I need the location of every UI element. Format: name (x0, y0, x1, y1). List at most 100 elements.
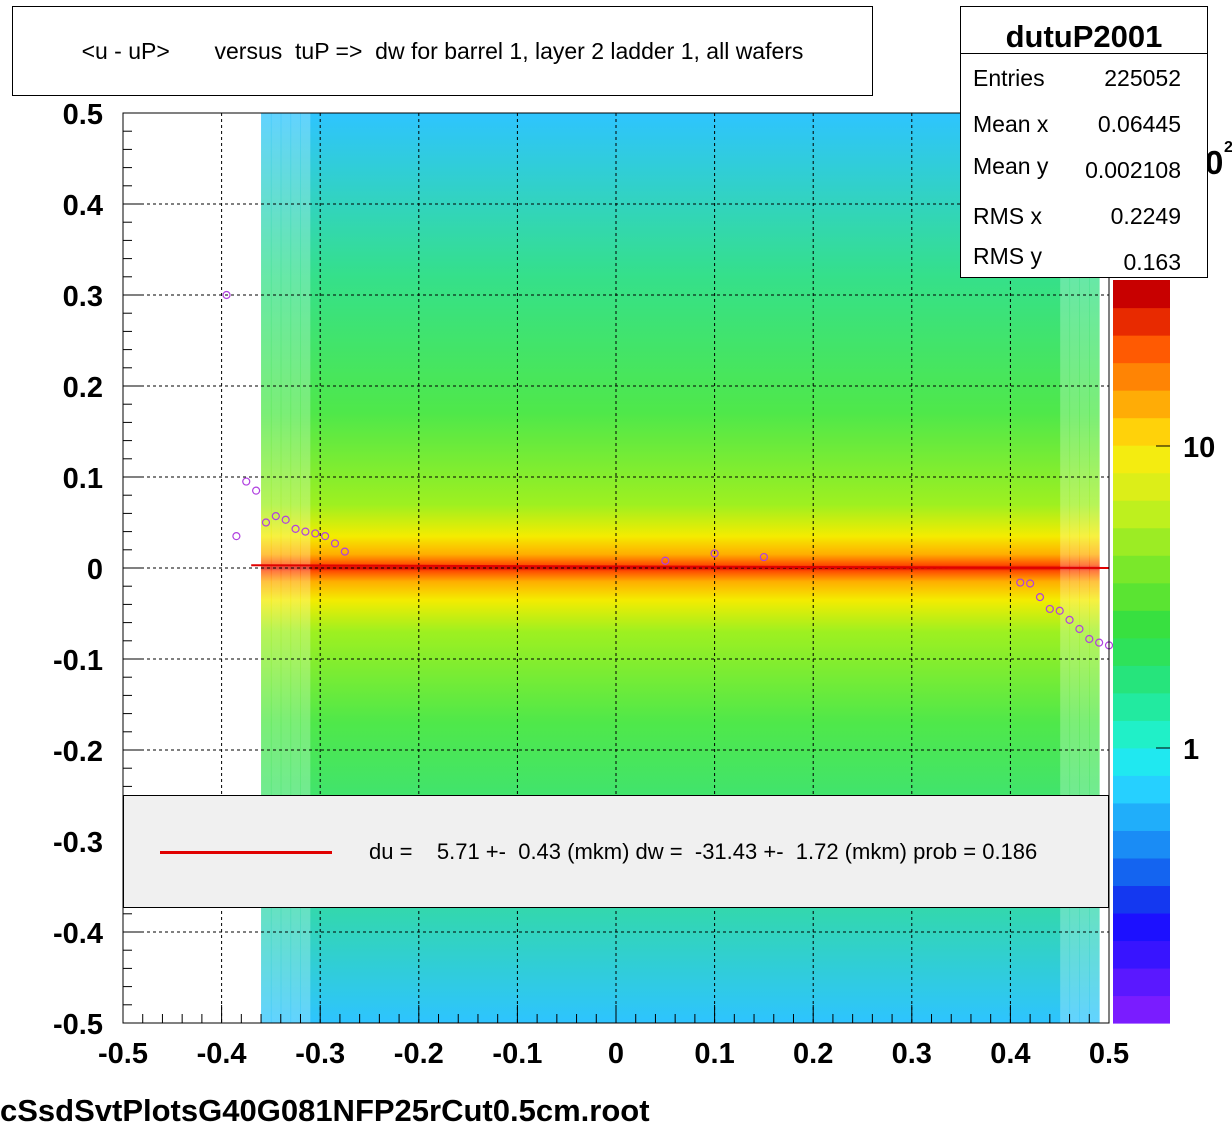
palette-swatch (1113, 692, 1170, 721)
profile-point (232, 532, 241, 541)
profile-point (340, 547, 349, 556)
palette-swatch (1113, 527, 1170, 556)
palette-top-exponent: 2 (1224, 139, 1232, 156)
y-tick-label: -0.3 (53, 827, 103, 859)
stats-value: 0.002108 (1085, 157, 1181, 183)
heatmap-column (625, 113, 637, 1023)
stats-label: RMS y (973, 243, 1042, 269)
stats-row-rms-x: RMS x 0.2249 (973, 203, 1181, 233)
palette-swatch (1113, 912, 1170, 942)
palette-labels: 1 10 0 2 (1156, 139, 1232, 766)
stats-box: dutuP2001 Entries 225052 Mean x 0.06445 … (960, 6, 1208, 278)
x-tick-label: 0.2 (793, 1038, 833, 1070)
palette-swatch (1113, 802, 1170, 831)
heatmap-column (685, 113, 696, 1023)
stats-value: 225052 (1104, 65, 1181, 91)
stats-value: 0.2249 (1110, 203, 1181, 229)
heatmap-column (458, 113, 469, 1023)
stats-value: 0.06445 (1097, 111, 1181, 137)
color-palette (1113, 280, 1170, 1024)
heatmap-column (290, 113, 301, 1023)
profile-point (301, 527, 310, 536)
profile-point (1035, 593, 1045, 602)
profile-point (1085, 634, 1094, 644)
profile-points (222, 290, 1114, 650)
x-tick-label: -0.1 (492, 1038, 542, 1070)
profile-point (261, 518, 271, 527)
palette-swatch (1113, 665, 1170, 694)
stats-row-mean-x: Mean x 0.06445 (973, 111, 1181, 141)
heatmap-column (783, 113, 794, 1023)
fit-line (251, 564, 1110, 569)
x-tick-label: 0.3 (892, 1038, 932, 1070)
y-tick-label: -0.4 (53, 918, 103, 950)
plot-title-text: <u - uP> versus tuP => dw for barrel 1, … (81, 37, 804, 64)
heatmap-column (546, 113, 558, 1023)
x-tick-label: 0 (608, 1038, 624, 1070)
palette-swatch (1113, 335, 1170, 364)
plot-title: <u - uP> versus tuP => dw for barrel 1, … (12, 6, 873, 96)
palette-swatch (1113, 390, 1170, 419)
profile-point (252, 486, 261, 495)
palette-swatch (1113, 307, 1170, 336)
legend-line-sample (160, 851, 332, 854)
profile-point (1045, 604, 1054, 614)
palette-swatch (1113, 280, 1170, 309)
x-tick-label: -0.3 (295, 1038, 345, 1070)
stats-label: Entries (973, 65, 1045, 91)
palette-swatch (1113, 582, 1170, 611)
palette-swatch (1113, 720, 1170, 749)
stats-label: RMS x (973, 203, 1042, 229)
heatmap-column (487, 113, 499, 1023)
profile-point (1095, 638, 1104, 647)
stats-histogram-name: dutuP2001 (1005, 19, 1163, 54)
profile-point (1016, 578, 1025, 587)
y-tick-label: -0.2 (53, 736, 103, 768)
profile-point (1065, 615, 1074, 624)
heatmap-column (399, 113, 410, 1023)
heatmap-column (507, 113, 518, 1023)
palette-swatch (1113, 472, 1170, 501)
heatmap-column (408, 113, 420, 1023)
heatmap-column (320, 113, 331, 1023)
palette-swatch (1113, 995, 1170, 1024)
palette-swatch (1113, 362, 1170, 391)
palette-swatch (1113, 940, 1170, 969)
file-name-caption: cSsdSvtPlotsG40G081NFP25rCut0.5cm.root (0, 1093, 650, 1128)
x-tick-label: -0.5 (98, 1038, 148, 1070)
palette-swatch (1113, 445, 1170, 474)
heatmap-column (428, 113, 440, 1023)
stats-row-entries: Entries 225052 (973, 65, 1181, 95)
heatmap-column (566, 113, 578, 1023)
x-tick-label: -0.4 (197, 1038, 247, 1070)
palette-swatch (1113, 857, 1170, 887)
heatmap-column (270, 113, 282, 1023)
heatmap-column (675, 113, 686, 1023)
heatmap-column (369, 113, 380, 1023)
palette-label: 10 (1183, 432, 1215, 464)
heatmap-column (517, 113, 528, 1023)
profile-point (222, 290, 231, 300)
y-tick-label: 0.5 (63, 99, 103, 131)
profile-point (291, 524, 300, 533)
heatmap-column (704, 113, 716, 1023)
profile-point (759, 552, 769, 562)
profile-point (311, 529, 320, 538)
heatmap-column (349, 113, 361, 1023)
palette-swatch (1113, 775, 1170, 804)
heatmap-column (596, 113, 607, 1023)
stats-value: 0.163 (1123, 249, 1181, 275)
palette-swatch (1113, 555, 1170, 584)
y-tick-label: 0.1 (63, 463, 103, 495)
y-tick-label: 0.4 (63, 190, 103, 222)
y-tick-label: 0.3 (63, 281, 103, 313)
palette-swatch (1113, 610, 1170, 639)
legend-text: du = 5.71 +- 0.43 (mkm) dw = -31.43 +- 1… (369, 839, 1038, 864)
palette-swatch (1113, 417, 1170, 446)
profile-point (281, 515, 290, 524)
heatmap-column (537, 113, 548, 1023)
profile-point (661, 556, 670, 565)
y-tick-label: 0 (87, 554, 103, 586)
profile-point (242, 477, 251, 486)
profile-point (330, 539, 340, 548)
